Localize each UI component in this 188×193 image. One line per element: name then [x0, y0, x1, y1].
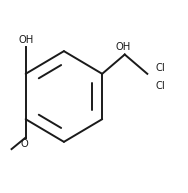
Text: Cl: Cl [156, 81, 165, 91]
Text: Cl: Cl [156, 63, 165, 73]
Text: O: O [21, 139, 29, 149]
Text: OH: OH [18, 35, 33, 45]
Text: OH: OH [115, 42, 130, 52]
